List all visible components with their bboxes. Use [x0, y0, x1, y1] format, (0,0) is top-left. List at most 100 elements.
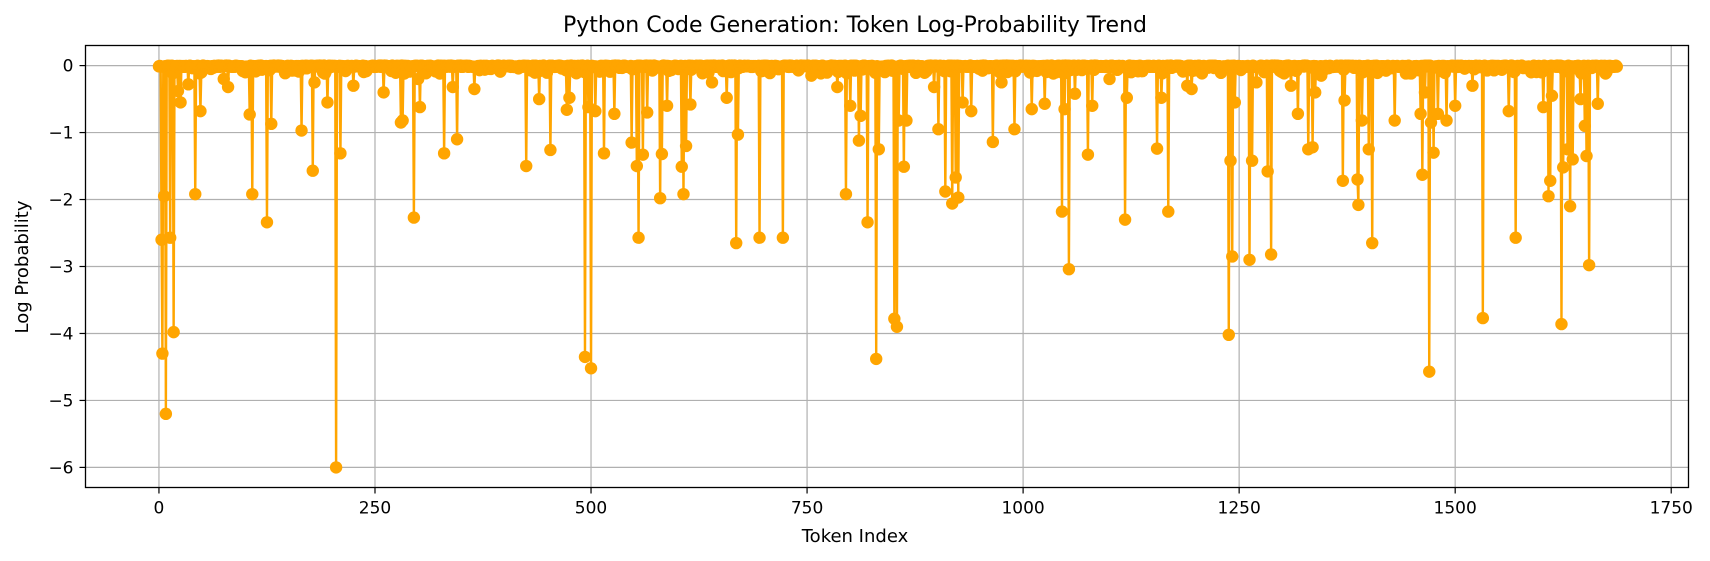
data-point	[174, 96, 187, 109]
data-point	[932, 123, 945, 136]
data-point	[189, 187, 202, 201]
data-point	[939, 185, 952, 198]
data-point	[870, 352, 883, 366]
data-point	[730, 236, 743, 250]
data-point	[1542, 189, 1555, 203]
data-point	[468, 82, 481, 96]
data-point	[1440, 114, 1453, 127]
data-point	[1563, 200, 1577, 213]
data-point	[1580, 149, 1593, 163]
data-point	[1388, 114, 1401, 127]
data-point	[1308, 86, 1322, 99]
data-point	[1224, 154, 1237, 167]
data-point	[720, 91, 733, 104]
data-point	[776, 231, 790, 244]
data-point	[1578, 119, 1592, 133]
data-point	[1544, 174, 1557, 187]
data-point	[753, 231, 766, 244]
x-axis-label: Token Index	[801, 526, 909, 547]
data-point	[437, 147, 451, 160]
data-point	[731, 128, 745, 141]
y-tick-label: 0	[63, 57, 74, 77]
data-point	[1431, 107, 1445, 121]
data-point	[677, 187, 690, 201]
data-point	[1414, 107, 1427, 121]
data-point	[1427, 146, 1440, 159]
data-point	[660, 99, 674, 112]
data-point	[632, 231, 645, 244]
data-point	[544, 143, 557, 157]
data-point	[852, 134, 866, 147]
x-tick-label: 1250	[1218, 499, 1261, 519]
data-point	[1118, 213, 1132, 226]
data-point	[584, 362, 598, 375]
data-point	[1081, 148, 1095, 161]
data-point	[890, 320, 904, 333]
data-point	[952, 191, 965, 204]
data-point	[413, 100, 427, 114]
data-point	[854, 109, 867, 123]
data-point	[679, 139, 693, 153]
data-point	[1038, 97, 1051, 110]
data-point	[589, 104, 602, 118]
data-point	[1150, 142, 1164, 155]
data-point	[1008, 123, 1021, 136]
data-point	[897, 160, 911, 173]
data-point	[684, 98, 697, 111]
x-tick-label: 750	[791, 499, 823, 519]
data-point	[295, 124, 308, 137]
data-point	[1537, 100, 1550, 114]
data-point	[949, 171, 962, 184]
data-point	[396, 114, 409, 127]
data-point	[1222, 328, 1235, 342]
data-point	[156, 347, 169, 360]
data-point	[578, 350, 592, 364]
data-point	[321, 96, 334, 109]
data-point	[1025, 102, 1038, 116]
data-point	[1366, 236, 1379, 250]
data-point	[1418, 86, 1432, 99]
data-point	[157, 189, 171, 203]
data-point	[1448, 99, 1462, 112]
data-point	[861, 216, 874, 229]
y-tick-label: −5	[48, 391, 73, 411]
series-log-probability	[152, 59, 1623, 474]
data-point	[831, 80, 844, 94]
data-point	[182, 78, 195, 91]
data-point	[221, 80, 235, 94]
data-point	[900, 114, 913, 127]
data-point	[1416, 168, 1429, 181]
data-point	[1476, 311, 1490, 325]
data-point	[1243, 253, 1256, 266]
data-point	[608, 107, 621, 121]
x-tick-label: 1500	[1434, 499, 1477, 519]
data-point	[1352, 198, 1365, 212]
data-point	[839, 187, 853, 201]
data-point	[675, 160, 688, 173]
data-point	[265, 117, 278, 131]
data-point	[1557, 161, 1570, 174]
data-point	[1336, 174, 1350, 187]
x-tick-label: 1000	[1001, 499, 1044, 519]
data-point	[927, 80, 941, 94]
chart-title: Python Code Generation: Token Log-Probab…	[563, 13, 1147, 38]
data-point	[306, 164, 319, 177]
x-tick-label: 0	[154, 499, 165, 519]
data-point	[1261, 165, 1274, 178]
y-tick-label: −6	[48, 458, 73, 478]
data-point	[563, 91, 576, 104]
data-point	[1086, 99, 1099, 112]
data-point	[1424, 116, 1438, 129]
data-point	[243, 108, 256, 121]
data-point	[1555, 317, 1568, 331]
data-point	[246, 187, 259, 201]
data-point	[171, 84, 185, 98]
data-point	[260, 216, 274, 229]
data-point	[1561, 143, 1574, 156]
data-point	[844, 99, 857, 112]
data-point	[1068, 87, 1082, 100]
data-point	[167, 325, 180, 339]
data-point	[653, 191, 667, 205]
